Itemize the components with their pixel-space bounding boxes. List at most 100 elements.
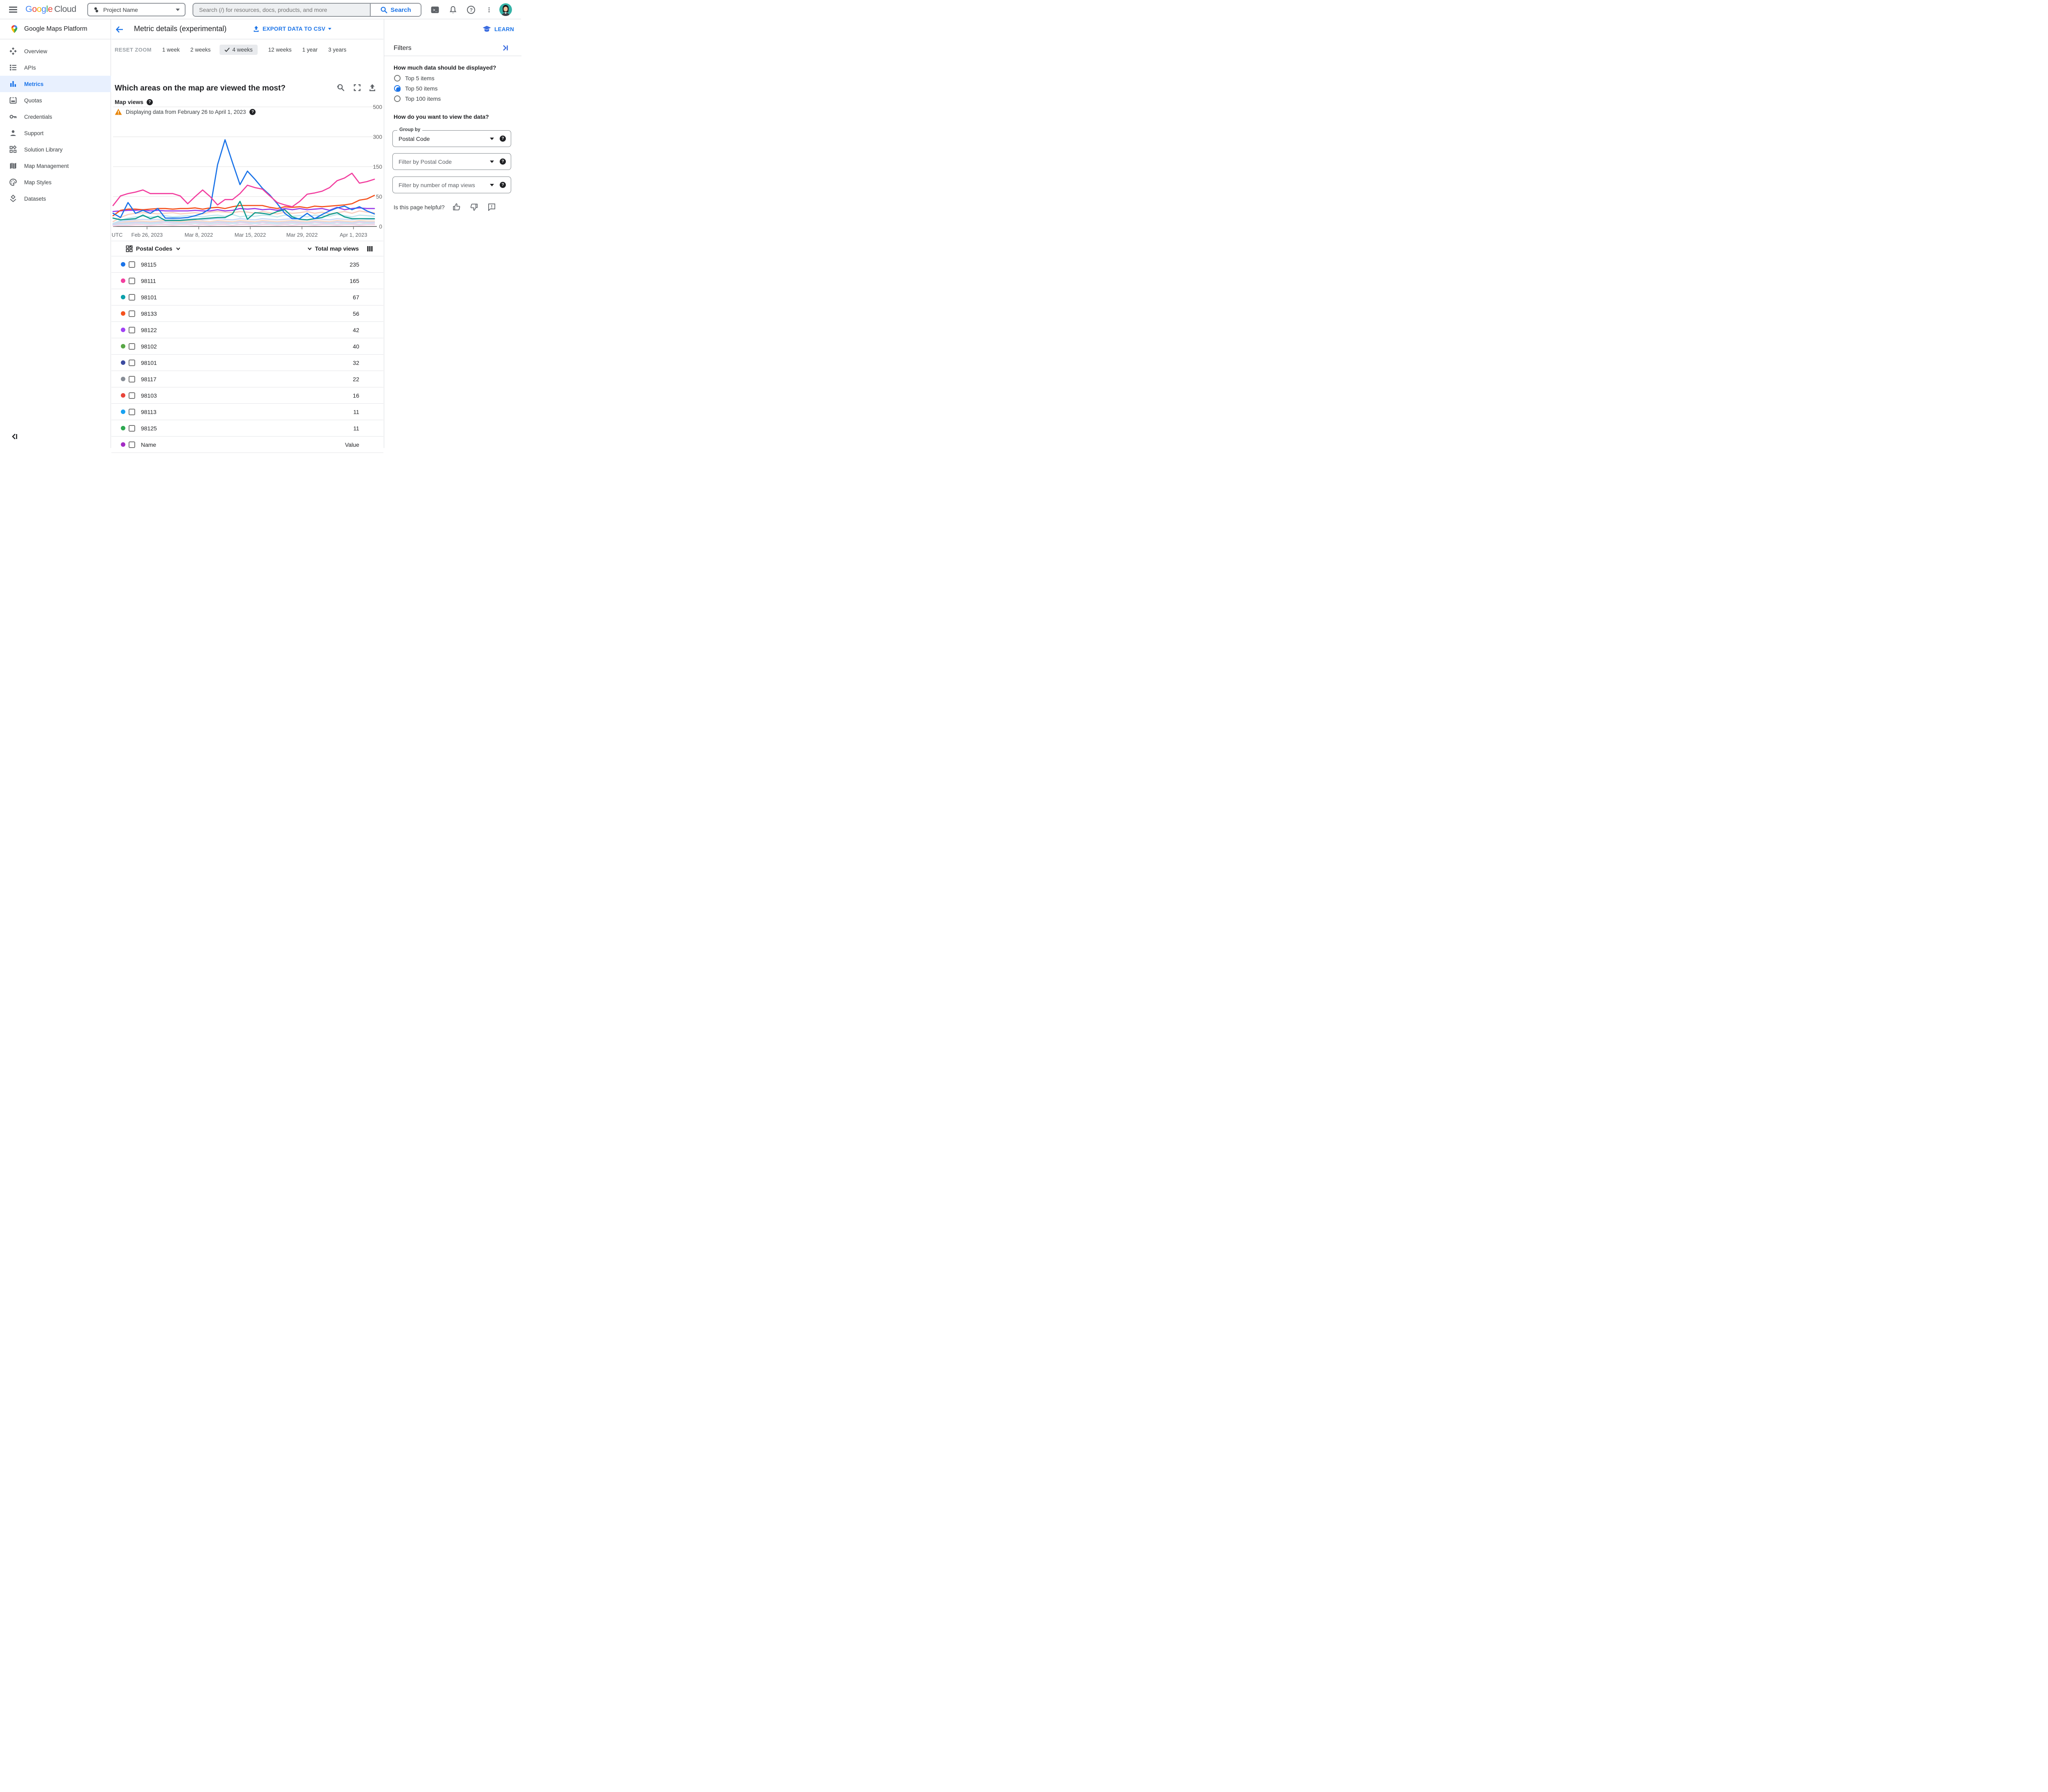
chevron-down-icon[interactable] — [176, 246, 181, 251]
row-value: 235 — [349, 261, 359, 268]
sidebar-product-header[interactable]: Google Maps Platform — [0, 19, 111, 39]
solution-library-icon — [9, 145, 17, 154]
chart-series-other-3 — [112, 218, 375, 225]
thumb-up-icon[interactable] — [452, 203, 461, 211]
more-vert-icon[interactable] — [486, 5, 492, 14]
series-color-dot — [121, 344, 125, 348]
sidebar-item-apis[interactable]: APIs — [0, 59, 111, 76]
map-styles-icon — [9, 178, 17, 186]
series-color-dot — [121, 262, 125, 267]
sort-descending-icon[interactable] — [307, 246, 312, 251]
row-checkbox[interactable] — [129, 294, 135, 301]
row-label: 98125 — [141, 425, 157, 432]
group-by-select[interactable]: Postal Code ? — [392, 130, 511, 147]
sidebar-item-datasets[interactable]: Datasets — [0, 190, 111, 207]
search-input[interactable] — [193, 4, 370, 16]
row-value: 40 — [353, 343, 359, 350]
select-all-icon[interactable] — [126, 245, 133, 252]
row-label: 98133 — [141, 310, 157, 317]
row-checkbox[interactable] — [129, 376, 135, 382]
row-checkbox[interactable] — [129, 425, 135, 432]
logo-cloud-text: Cloud — [54, 4, 77, 14]
fullscreen-icon[interactable] — [353, 84, 361, 92]
sidebar-item-overview[interactable]: Overview — [0, 43, 111, 59]
row-checkbox[interactable] — [129, 261, 135, 268]
table-row: 98133 56 — [111, 305, 383, 322]
sidebar-item-support[interactable]: Support — [0, 125, 111, 141]
series-color-dot — [121, 410, 125, 414]
table-body: 98115 235 98111 165 98101 67 98133 56 98122 42 981… — [111, 256, 383, 453]
chevron-down-icon — [176, 8, 180, 11]
help-icon[interactable]: ? — [467, 5, 476, 14]
filter-map-views-help-icon[interactable]: ? — [500, 182, 506, 188]
search-button[interactable]: Search — [370, 4, 421, 16]
time-range-4-weeks[interactable]: 4 weeks — [220, 44, 258, 55]
sidebar-item-quotas[interactable]: Quotas — [0, 92, 111, 109]
row-label: 98102 — [141, 343, 157, 350]
row-checkbox[interactable] — [129, 359, 135, 366]
time-range-3-years[interactable]: 3 years — [328, 46, 347, 53]
datasets-icon — [9, 195, 17, 203]
row-value: 42 — [353, 326, 359, 333]
sidebar-item-map-styles[interactable]: Map Styles — [0, 174, 111, 190]
project-selector[interactable]: Project Name — [87, 3, 186, 16]
search-button-label: Search — [390, 6, 411, 14]
metric-help-icon[interactable]: ? — [147, 99, 153, 105]
warning-help-icon[interactable]: ? — [249, 109, 256, 115]
radio-button[interactable] — [394, 85, 401, 92]
row-checkbox[interactable] — [129, 277, 135, 284]
radio-top-5-items[interactable]: Top 5 items — [394, 75, 435, 81]
radio-top-100-items[interactable]: Top 100 items — [394, 95, 441, 102]
radio-button[interactable] — [394, 95, 401, 102]
back-arrow-icon[interactable] — [115, 25, 124, 34]
reset-zoom-button[interactable]: RESET ZOOM — [115, 46, 152, 53]
thumb-down-icon[interactable] — [470, 203, 478, 211]
group-by-help-icon[interactable]: ? — [500, 136, 506, 142]
filter-postal-code-select[interactable]: Filter by Postal Code ? — [392, 153, 511, 170]
value-column-header[interactable]: Total map views — [315, 245, 359, 252]
radio-top-50-items[interactable]: Top 50 items — [394, 85, 437, 92]
time-range-12-weeks[interactable]: 12 weeks — [268, 46, 292, 53]
y-axis-tick-label: 500 — [373, 104, 382, 110]
time-range-1-week[interactable]: 1 week — [162, 46, 180, 53]
menu-icon[interactable] — [9, 7, 17, 13]
learn-button[interactable]: LEARN — [483, 25, 514, 33]
filter-map-views-select[interactable]: Filter by number of map views ? — [392, 176, 511, 193]
table-row: 98115 235 — [111, 256, 383, 273]
avatar[interactable] — [499, 3, 512, 16]
time-range-bar: RESET ZOOM 1 week 2 weeks 4 weeks 12 weeks 1… — [111, 40, 383, 59]
time-range-1-year[interactable]: 1 year — [302, 46, 318, 53]
row-checkbox[interactable] — [129, 408, 135, 415]
sidebar-item-credentials[interactable]: Credentials — [0, 109, 111, 125]
time-range-2-weeks[interactable]: 2 weeks — [190, 46, 211, 53]
collapse-panel-icon[interactable] — [501, 44, 509, 52]
zoom-reset-icon[interactable] — [337, 84, 345, 92]
google-cloud-logo[interactable]: Google Cloud — [25, 4, 77, 14]
row-checkbox[interactable] — [129, 326, 135, 333]
row-checkbox[interactable] — [129, 441, 135, 448]
notifications-bell-icon[interactable] — [449, 5, 458, 14]
sidebar-item-solution-library[interactable]: Solution Library — [0, 141, 111, 158]
series-color-dot — [121, 442, 125, 447]
credentials-icon — [9, 113, 17, 121]
project-icon — [94, 7, 98, 12]
sidebar-item-label: Credentials — [24, 113, 52, 120]
upload-chart-icon[interactable] — [368, 84, 376, 92]
feedback-icon[interactable] — [487, 203, 496, 211]
row-checkbox[interactable] — [129, 343, 135, 350]
metric-label: Map views — [115, 99, 144, 105]
sidebar-item-label: Map Management — [24, 163, 69, 169]
cloud-shell-icon[interactable]: >_ — [430, 5, 440, 14]
filter-postal-code-help-icon[interactable]: ? — [500, 158, 506, 165]
sidebar-item-map-management[interactable]: Map Management — [0, 158, 111, 174]
sidebar-item-metrics[interactable]: Metrics — [0, 76, 111, 92]
export-data-to-csv-button[interactable]: EXPORT DATA TO CSV — [253, 25, 332, 32]
radio-button[interactable] — [394, 75, 401, 81]
column-selector-icon[interactable] — [367, 246, 373, 252]
row-checkbox[interactable] — [129, 310, 135, 317]
data-table: Postal Codes Total map views 98115 235 981… — [111, 241, 383, 453]
group-column-header[interactable]: Postal Codes — [136, 245, 172, 252]
collapse-sidebar-icon[interactable] — [11, 432, 19, 441]
row-checkbox[interactable] — [129, 392, 135, 399]
